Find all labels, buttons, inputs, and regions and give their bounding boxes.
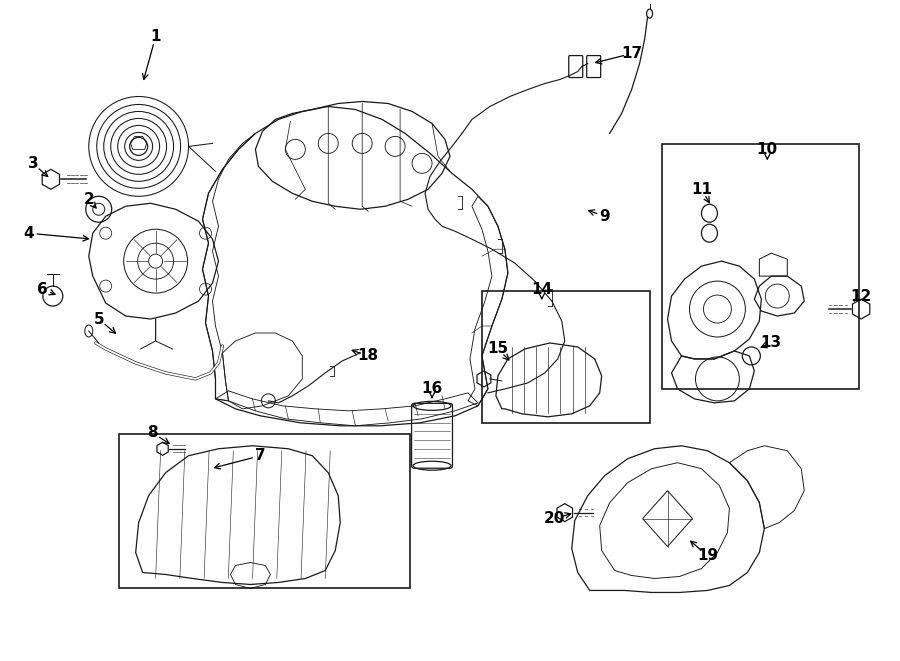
Bar: [482, 291, 650, 423]
Bar: [119, 434, 410, 588]
Bar: [662, 144, 860, 389]
Text: 15: 15: [487, 342, 508, 356]
Text: 5: 5: [94, 311, 104, 327]
Text: 1: 1: [150, 29, 161, 44]
Text: 14: 14: [531, 282, 553, 297]
Text: 12: 12: [850, 289, 872, 303]
Text: 16: 16: [421, 381, 443, 397]
Text: 13: 13: [760, 336, 782, 350]
Text: 20: 20: [544, 511, 565, 526]
Text: 10: 10: [757, 142, 778, 157]
Text: 2: 2: [84, 192, 94, 207]
Text: 8: 8: [148, 425, 157, 440]
Text: 6: 6: [38, 282, 49, 297]
Text: 11: 11: [691, 182, 712, 197]
Text: 18: 18: [357, 348, 379, 364]
Text: 19: 19: [697, 548, 718, 563]
Text: 17: 17: [621, 46, 643, 61]
Text: 7: 7: [255, 448, 266, 463]
Text: 9: 9: [599, 209, 610, 223]
Text: 3: 3: [28, 156, 38, 171]
Text: 4: 4: [23, 225, 34, 241]
